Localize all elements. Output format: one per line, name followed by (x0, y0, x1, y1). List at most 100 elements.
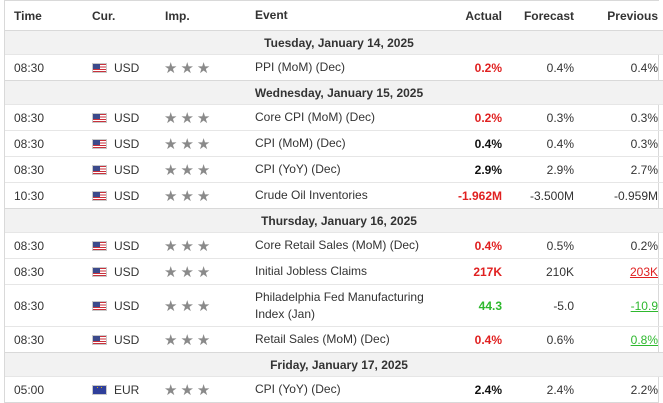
us-flag-icon (92, 240, 107, 251)
currency-code: USD (114, 238, 140, 253)
previous-value: 2.7% (630, 162, 658, 177)
header-previous[interactable]: Previous (574, 1, 663, 31)
star-icon: ★★★ (164, 297, 214, 315)
importance: ★★★ (164, 104, 248, 131)
event-name[interactable]: Core CPI (MoM) (Dec) (248, 104, 444, 131)
us-flag-icon (92, 138, 107, 149)
importance: ★★★ (164, 284, 248, 327)
header-importance[interactable]: Imp. (164, 1, 248, 31)
event-name[interactable]: PPI (MoM) (Dec) (248, 54, 444, 81)
currency-code: USD (114, 298, 140, 313)
table-row[interactable]: 08:30 USD ★★★ CPI (YoY) (Dec) 2.9% 2.9% … (5, 156, 663, 183)
economic-calendar: Time Cur. Imp. Event Actual Forecast Pre… (4, 0, 663, 403)
header-time[interactable]: Time (5, 1, 82, 31)
event-name[interactable]: Initial Jobless Claims (248, 258, 444, 285)
event-forecast: 2.9% (502, 156, 574, 183)
star-icon: ★★★ (164, 331, 214, 349)
date-label: Friday, January 17, 2025 (5, 352, 663, 377)
header-currency[interactable]: Cur. (82, 1, 164, 31)
currency-code: USD (114, 60, 140, 75)
event-name[interactable]: CPI (YoY) (Dec) (248, 156, 444, 183)
event-previous: 0.8% (574, 326, 663, 353)
date-label: Wednesday, January 15, 2025 (5, 80, 663, 105)
event-name[interactable]: Core Retail Sales (MoM) (Dec) (248, 232, 444, 259)
event-time: 08:30 (5, 232, 82, 259)
importance: ★★★ (164, 130, 248, 157)
event-currency: USD (82, 156, 164, 183)
date-row: Friday, January 17, 2025 (5, 352, 663, 377)
table-row[interactable]: 08:30 USD ★★★ Retail Sales (MoM) (Dec) 0… (5, 326, 663, 353)
table-row[interactable]: 08:30 USD ★★★ Core CPI (MoM) (Dec) 0.2% … (5, 104, 663, 131)
event-actual: 0.2% (444, 104, 502, 131)
header-actual[interactable]: Actual (444, 1, 502, 31)
event-time: 08:30 (5, 156, 82, 183)
header-event[interactable]: Event (248, 1, 444, 31)
us-flag-icon (92, 62, 107, 73)
event-name[interactable]: CPI (MoM) (Dec) (248, 130, 444, 157)
event-currency: USD (82, 104, 164, 131)
event-name[interactable]: Philadelphia Fed Manufacturing Index (Ja… (248, 284, 444, 327)
event-currency: USD (82, 54, 164, 81)
table-row[interactable]: 08:30 USD ★★★ Initial Jobless Claims 217… (5, 258, 663, 285)
event-actual: 0.4% (444, 130, 502, 157)
event-time: 08:30 (5, 104, 82, 131)
us-flag-icon (92, 164, 107, 175)
previous-value: 0.3% (630, 136, 658, 151)
event-forecast: -3.500M (502, 182, 574, 209)
currency-code: USD (114, 136, 140, 151)
currency-code: USD (114, 188, 140, 203)
previous-value: -0.959M (613, 188, 658, 203)
event-forecast: 210K (502, 258, 574, 285)
table-row[interactable]: 08:30 USD ★★★ CPI (MoM) (Dec) 0.4% 0.4% … (5, 130, 663, 157)
date-label: Thursday, January 16, 2025 (5, 208, 663, 233)
table-row[interactable]: 10:30 USD ★★★ Crude Oil Inventories -1.9… (5, 182, 663, 209)
currency-code: USD (114, 264, 140, 279)
event-previous: -0.959M (574, 182, 663, 209)
event-forecast: 0.4% (502, 54, 574, 81)
eu-flag-icon (92, 384, 107, 395)
event-time: 08:30 (5, 326, 82, 353)
event-previous: 0.2% (574, 232, 663, 259)
event-currency: USD (82, 258, 164, 285)
calendar-table: Time Cur. Imp. Event Actual Forecast Pre… (5, 1, 663, 402)
star-icon: ★★★ (164, 59, 214, 77)
event-actual: 2.4% (444, 376, 502, 402)
event-previous: 2.2% (574, 376, 663, 402)
importance: ★★★ (164, 326, 248, 353)
event-name[interactable]: Crude Oil Inventories (248, 182, 444, 209)
table-row[interactable]: 08:30 USD ★★★ PPI (MoM) (Dec) 0.2% 0.4% … (5, 54, 663, 81)
importance: ★★★ (164, 258, 248, 285)
previous-value: 2.2% (630, 382, 658, 397)
event-forecast: 0.6% (502, 326, 574, 353)
star-icon: ★★★ (164, 135, 214, 153)
event-name[interactable]: CPI (YoY) (Dec) (248, 376, 444, 402)
revised-previous-value[interactable]: -10.9 (630, 298, 658, 313)
event-actual: 0.4% (444, 232, 502, 259)
date-row: Wednesday, January 15, 2025 (5, 80, 663, 105)
star-icon: ★★★ (164, 237, 214, 255)
event-actual: 2.9% (444, 156, 502, 183)
star-icon: ★★★ (164, 109, 214, 127)
revised-previous-value[interactable]: 203K (629, 264, 658, 279)
event-previous: -10.9 (574, 284, 663, 327)
event-actual: 0.4% (444, 326, 502, 353)
event-name[interactable]: Retail Sales (MoM) (Dec) (248, 326, 444, 353)
event-time: 08:30 (5, 258, 82, 285)
header-forecast[interactable]: Forecast (502, 1, 574, 31)
date-row: Thursday, January 16, 2025 (5, 208, 663, 233)
event-forecast: 2.4% (502, 376, 574, 402)
table-row[interactable]: 05:00 EUR ★★★ CPI (YoY) (Dec) 2.4% 2.4% … (5, 376, 663, 402)
header-row: Time Cur. Imp. Event Actual Forecast Pre… (5, 1, 663, 31)
us-flag-icon (92, 112, 107, 123)
event-currency: USD (82, 182, 164, 209)
us-flag-icon (92, 334, 107, 345)
table-row[interactable]: 08:30 USD ★★★ Philadelphia Fed Manufactu… (5, 284, 663, 327)
event-previous: 0.4% (574, 54, 663, 81)
table-row[interactable]: 08:30 USD ★★★ Core Retail Sales (MoM) (D… (5, 232, 663, 259)
event-previous: 2.7% (574, 156, 663, 183)
us-flag-icon (92, 266, 107, 277)
revised-previous-value[interactable]: 0.8% (630, 332, 658, 347)
currency-code: USD (114, 110, 140, 125)
date-label: Tuesday, January 14, 2025 (5, 30, 663, 55)
event-actual: 44.3 (444, 284, 502, 327)
